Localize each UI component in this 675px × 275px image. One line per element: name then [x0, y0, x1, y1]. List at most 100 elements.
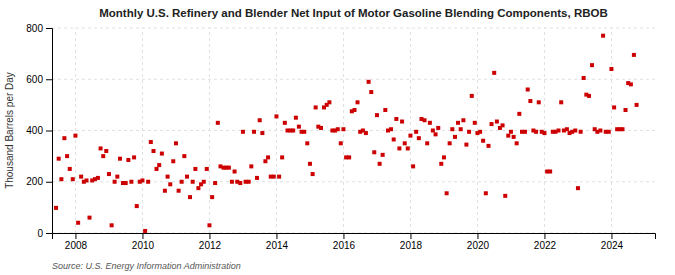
point: [185, 175, 189, 179]
point: [126, 158, 130, 162]
point: [305, 141, 309, 145]
point: [512, 135, 516, 139]
point: [423, 118, 427, 122]
point: [115, 175, 119, 179]
point: [196, 186, 200, 190]
point: [537, 100, 541, 104]
point: [277, 175, 281, 179]
x-axis: 200820102012201420162018202020222024: [53, 233, 656, 251]
x-tick-label: 2018: [400, 240, 423, 251]
point: [79, 175, 83, 179]
point: [621, 127, 625, 131]
x-tick-label: 2008: [65, 240, 88, 251]
point: [414, 130, 418, 134]
x-tick-label: 2024: [601, 240, 624, 251]
point: [280, 155, 284, 159]
point: [258, 118, 262, 122]
y-grid-line: [52, 28, 655, 29]
point: [367, 80, 371, 84]
point: [247, 180, 251, 184]
point: [266, 155, 270, 159]
point: [341, 127, 345, 131]
point: [629, 82, 633, 86]
x-tick-mark: [477, 233, 478, 239]
point: [473, 121, 477, 125]
x-tick-label: 2010: [132, 240, 155, 251]
point: [146, 180, 150, 184]
point: [403, 141, 407, 145]
point: [624, 108, 628, 112]
point: [408, 134, 412, 138]
y-tick: 800: [26, 23, 52, 34]
point: [177, 189, 181, 193]
point: [249, 164, 253, 168]
point: [152, 149, 156, 153]
point: [481, 139, 485, 143]
point: [207, 223, 211, 227]
point: [356, 100, 360, 104]
x-tick-mark: [343, 233, 344, 239]
point: [526, 88, 530, 92]
point: [431, 129, 435, 133]
y-tick: 0: [37, 228, 52, 239]
point: [155, 167, 159, 171]
point: [166, 175, 170, 179]
point: [168, 182, 172, 186]
point: [506, 134, 510, 138]
y-tick-mark: [46, 131, 52, 132]
y-tick-label: 0: [37, 228, 43, 239]
point: [515, 141, 519, 145]
point: [439, 162, 443, 166]
point: [57, 157, 61, 161]
point: [65, 154, 69, 158]
point: [492, 71, 496, 75]
point: [487, 144, 491, 148]
point: [478, 130, 482, 134]
point: [495, 120, 499, 124]
y-axis-title: Thousand Barrels per Day: [4, 72, 15, 189]
y-axis: 0200400600800: [26, 23, 52, 239]
point: [163, 189, 167, 193]
chart: 2008201020122014201620182020202220240200…: [0, 0, 675, 275]
point: [216, 121, 220, 125]
point: [579, 130, 583, 134]
x-grid-line: [410, 28, 411, 233]
point: [110, 223, 114, 227]
point: [149, 140, 153, 144]
point: [534, 130, 538, 134]
point: [372, 150, 376, 154]
point: [425, 141, 429, 145]
point: [143, 229, 147, 233]
point: [302, 130, 306, 134]
point: [392, 137, 396, 141]
point: [319, 126, 323, 130]
point: [576, 186, 580, 190]
point: [107, 172, 111, 176]
point: [557, 129, 561, 133]
point: [417, 136, 421, 140]
point: [191, 180, 195, 184]
point: [255, 176, 259, 180]
point: [467, 130, 471, 134]
point: [118, 157, 122, 161]
x-tick-label: 2022: [534, 240, 557, 251]
y-tick-label: 800: [26, 23, 43, 34]
point: [445, 191, 449, 195]
point: [450, 127, 454, 131]
point: [436, 126, 440, 130]
y-tick-label: 600: [26, 74, 43, 85]
point: [509, 130, 513, 134]
point: [76, 221, 80, 225]
point: [501, 123, 505, 127]
point: [160, 152, 164, 156]
point: [607, 130, 611, 134]
x-tick-mark: [611, 233, 612, 239]
y-grid-line: [52, 79, 655, 80]
point: [129, 180, 133, 184]
source-note: Source: U.S. Energy Information Administ…: [52, 261, 241, 271]
point: [230, 180, 234, 184]
point: [456, 121, 460, 125]
point: [336, 127, 340, 131]
points: [54, 34, 639, 233]
point: [54, 206, 58, 210]
